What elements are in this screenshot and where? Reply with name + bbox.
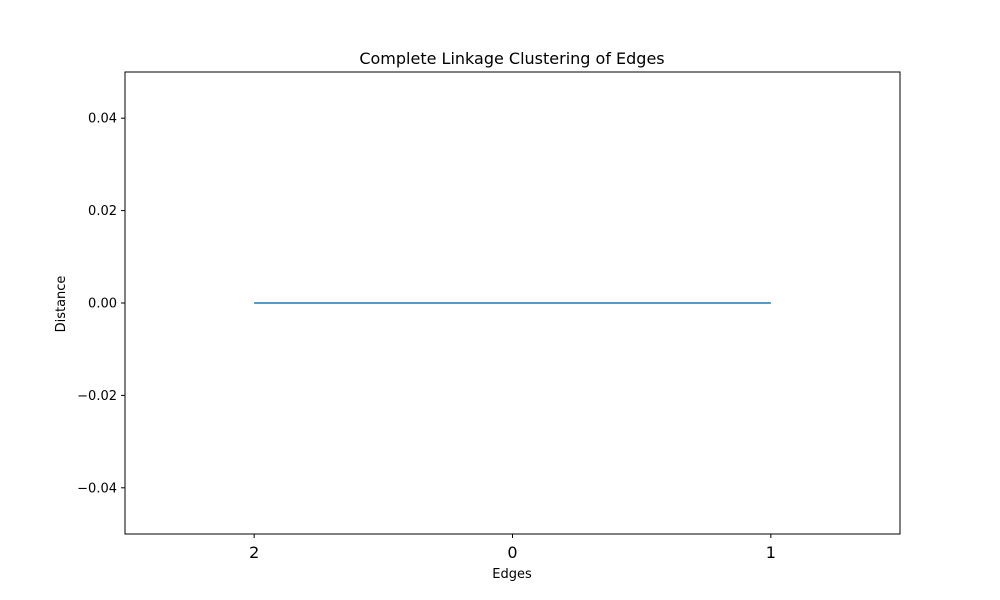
plot-frame (124, 71, 901, 535)
x-tick-label: 2 (249, 543, 259, 562)
y-tick-label: −0.02 (77, 389, 117, 404)
plot-area: −0.04 −0.02 0.00 0.02 0.04 2 0 1 (77, 71, 901, 562)
y-axis-label: Distance (54, 276, 69, 333)
x-tick-label: 0 (507, 543, 517, 562)
y-tick-label: −0.04 (77, 481, 117, 496)
chart-title: Complete Linkage Clustering of Edges (359, 49, 664, 68)
y-tick-label: 0.02 (88, 204, 117, 219)
y-tick-label: 0.00 (88, 297, 117, 312)
y-tick-label: 0.04 (88, 112, 117, 127)
x-axis-label: Edges (492, 567, 532, 582)
x-tick-label: 1 (766, 543, 776, 562)
